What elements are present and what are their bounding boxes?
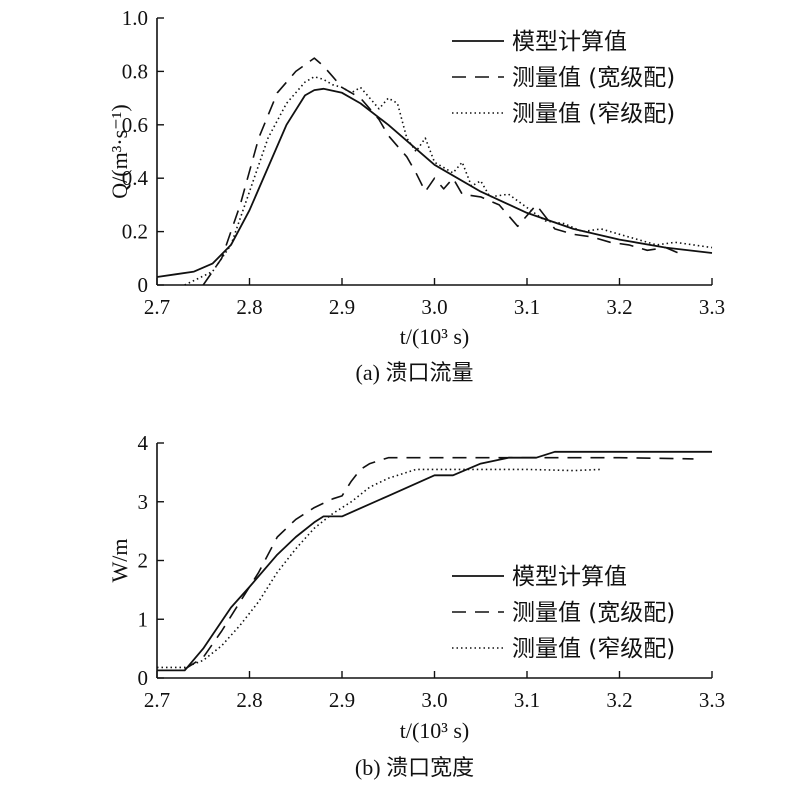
x-tick-label: 2.9 xyxy=(329,295,355,319)
x-tick-label: 2.8 xyxy=(236,688,262,712)
y-tick-label: 0.2 xyxy=(122,220,148,244)
y-tick-label: 2 xyxy=(138,549,149,573)
chart-caption: (b) 溃口宽度 xyxy=(355,755,474,780)
legend-label: 测量值 (窄级配) xyxy=(512,636,675,662)
series-line-dashed xyxy=(202,57,685,286)
x-tick-label: 3.3 xyxy=(699,295,725,319)
x-axis-label: t/(10³ s) xyxy=(400,718,470,743)
x-tick-label: 3.1 xyxy=(514,688,540,712)
y-tick-label: 0 xyxy=(138,666,149,690)
y-tick-label: 4 xyxy=(138,431,149,455)
x-tick-label: 3.2 xyxy=(606,688,632,712)
y-tick-label: 0.8 xyxy=(122,59,148,83)
series-line-solid xyxy=(157,450,712,672)
y-tick-label: 0 xyxy=(138,273,149,297)
legend-label: 模型计算值 xyxy=(512,564,627,590)
x-tick-label: 3.3 xyxy=(699,688,725,712)
chart-panel-a: 2.7 2.8 2.9 3.0 3.1 3.2 3.3 0 0.2 0.4 0.6 0.8 1.0 模型计… xyxy=(107,6,725,385)
y-axis-label: Q/(m³·s⁻¹) xyxy=(107,104,132,198)
x-tick-label: 3.0 xyxy=(421,688,447,712)
y-tick-label: 1 xyxy=(138,607,149,631)
y-tick-label: 0.4 xyxy=(122,166,149,190)
series-line-dotted xyxy=(184,75,713,286)
x-tick-label: 2.7 xyxy=(144,295,170,319)
legend-label: 测量值 (宽级配) xyxy=(512,600,675,626)
legend-label: 测量值 (宽级配) xyxy=(512,65,675,91)
series-line-dashed xyxy=(184,456,694,670)
x-tick-label: 3.1 xyxy=(514,295,540,319)
y-axis-label: W/m xyxy=(107,539,132,583)
chart-caption: (a) 溃口流量 xyxy=(356,360,474,385)
x-tick-label: 3.0 xyxy=(421,295,447,319)
legend-label: 测量值 (窄级配) xyxy=(512,101,675,127)
x-tick-label: 2.7 xyxy=(144,688,170,712)
x-axis-label: t/(10³ s) xyxy=(400,324,470,349)
x-tick-label: 3.2 xyxy=(606,295,632,319)
y-tick-label: 0.6 xyxy=(122,113,148,137)
y-tick-label: 3 xyxy=(138,490,149,514)
x-tick-label: 2.9 xyxy=(329,688,355,712)
legend-label: 模型计算值 xyxy=(512,29,627,55)
y-tick-label: 1.0 xyxy=(122,6,148,30)
series-line-solid xyxy=(156,87,713,278)
x-tick-label: 2.8 xyxy=(236,295,262,319)
